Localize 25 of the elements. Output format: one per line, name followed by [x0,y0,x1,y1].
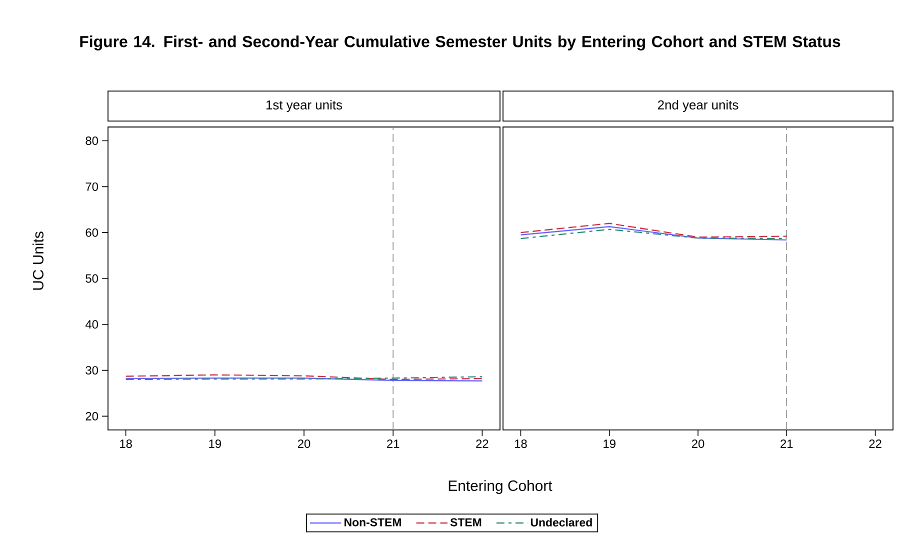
chart-subtitle: 2nd year units [658,100,738,112]
legend-label: STEM [450,518,482,526]
x-tick-label: 18 [120,440,132,448]
y-tick-label: 20 [86,412,98,420]
y-tick-label: 40 [85,320,98,329]
x-tick-label: 19 [604,440,616,448]
y-tick-label: 80 [86,136,98,145]
x-tick-label: 20 [692,440,704,448]
x-tick-label: 22 [476,440,488,448]
y-tick-label: 70 [86,182,98,191]
y-tick-label: 50 [86,274,98,283]
y-tick-label: 60 [86,228,98,237]
legend-label: Undeclared [530,518,592,526]
x-tick-label: 22 [869,440,882,448]
x-tick-label: 18 [514,440,527,448]
x-tick-label: 20 [298,440,310,448]
y-tick-label: 30 [86,366,98,375]
y-axis-title: UC Units [32,232,44,290]
chart-subtitle: 1st year units [266,100,342,112]
x-axis-title: Entering Cohort [448,480,552,494]
x-tick-label: 19 [209,440,221,448]
chart-title: Figure 14. First- and Second-Year Cumulative Semester Units by Entering Cohort and STEM Status [80,36,840,50]
legend-label: Non-STEM [344,518,401,526]
x-tick-label: 21 [387,440,400,448]
x-tick-label: 21 [780,440,793,448]
